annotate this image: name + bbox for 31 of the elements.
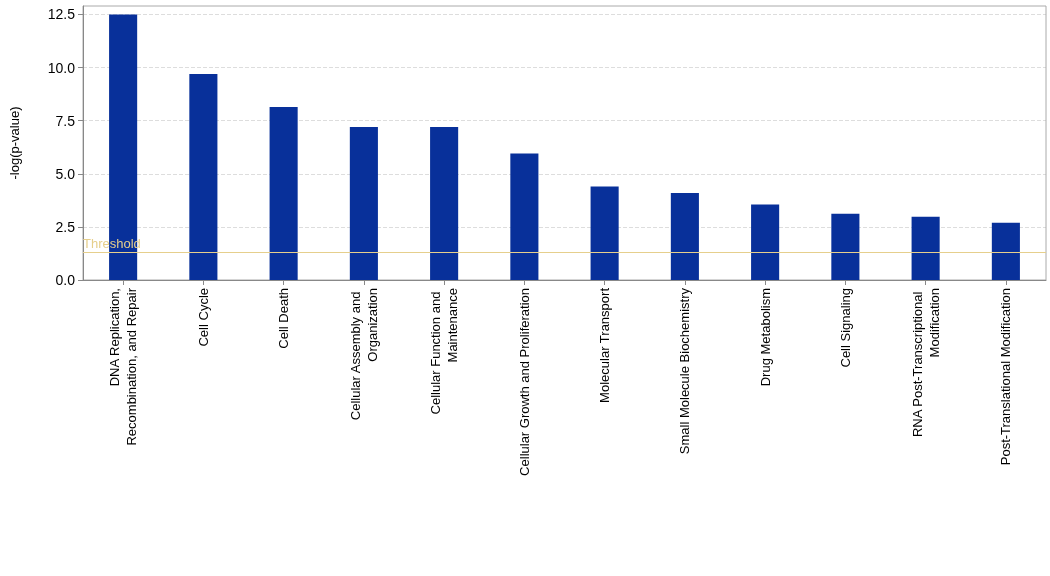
ref-line-label: Threshold — [83, 236, 141, 252]
bar — [269, 106, 298, 280]
bar — [430, 127, 459, 280]
x-tick-label: DNA Replication, Recombination, and Repair — [107, 287, 140, 446]
x-tick-label: Cellular Assembly and Organization — [347, 288, 380, 421]
bar — [751, 204, 780, 280]
bar — [510, 153, 539, 280]
y-tick-label: 10.0 — [47, 59, 76, 76]
x-tick-label: Small Molecule Biochemistry — [677, 287, 693, 455]
x-tick-label: Cellular Function and Maintenance — [428, 288, 461, 415]
bar — [670, 192, 699, 280]
y-tick-label: 12.5 — [47, 6, 76, 23]
bar — [349, 127, 378, 280]
bar — [991, 222, 1020, 280]
y-tick-label: 0.0 — [55, 272, 76, 288]
x-tick-label: Molecular Transport — [597, 287, 613, 403]
bar — [189, 73, 218, 280]
x-tick-label: RNA Post-Transcriptional Modification — [909, 288, 942, 438]
y-axis-title: -log(p-value) — [7, 106, 22, 180]
y-tick-label: 5.0 — [55, 165, 76, 182]
y-tick-label: 2.5 — [55, 218, 76, 235]
y-tick-label: 7.5 — [55, 112, 76, 129]
x-tick-label: Drug Metabolism — [757, 288, 773, 387]
x-tick-label: Cell Death — [276, 288, 292, 349]
bar — [911, 216, 940, 280]
x-tick-label: Cell Signaling — [837, 288, 853, 368]
x-tick-label: Post-Translational Modification — [998, 288, 1014, 466]
bar — [590, 186, 619, 280]
bar — [831, 213, 860, 280]
x-tick-label: Cell Cycle — [195, 288, 211, 347]
x-tick-label: Cellular Growth and Proliferation — [516, 288, 532, 476]
